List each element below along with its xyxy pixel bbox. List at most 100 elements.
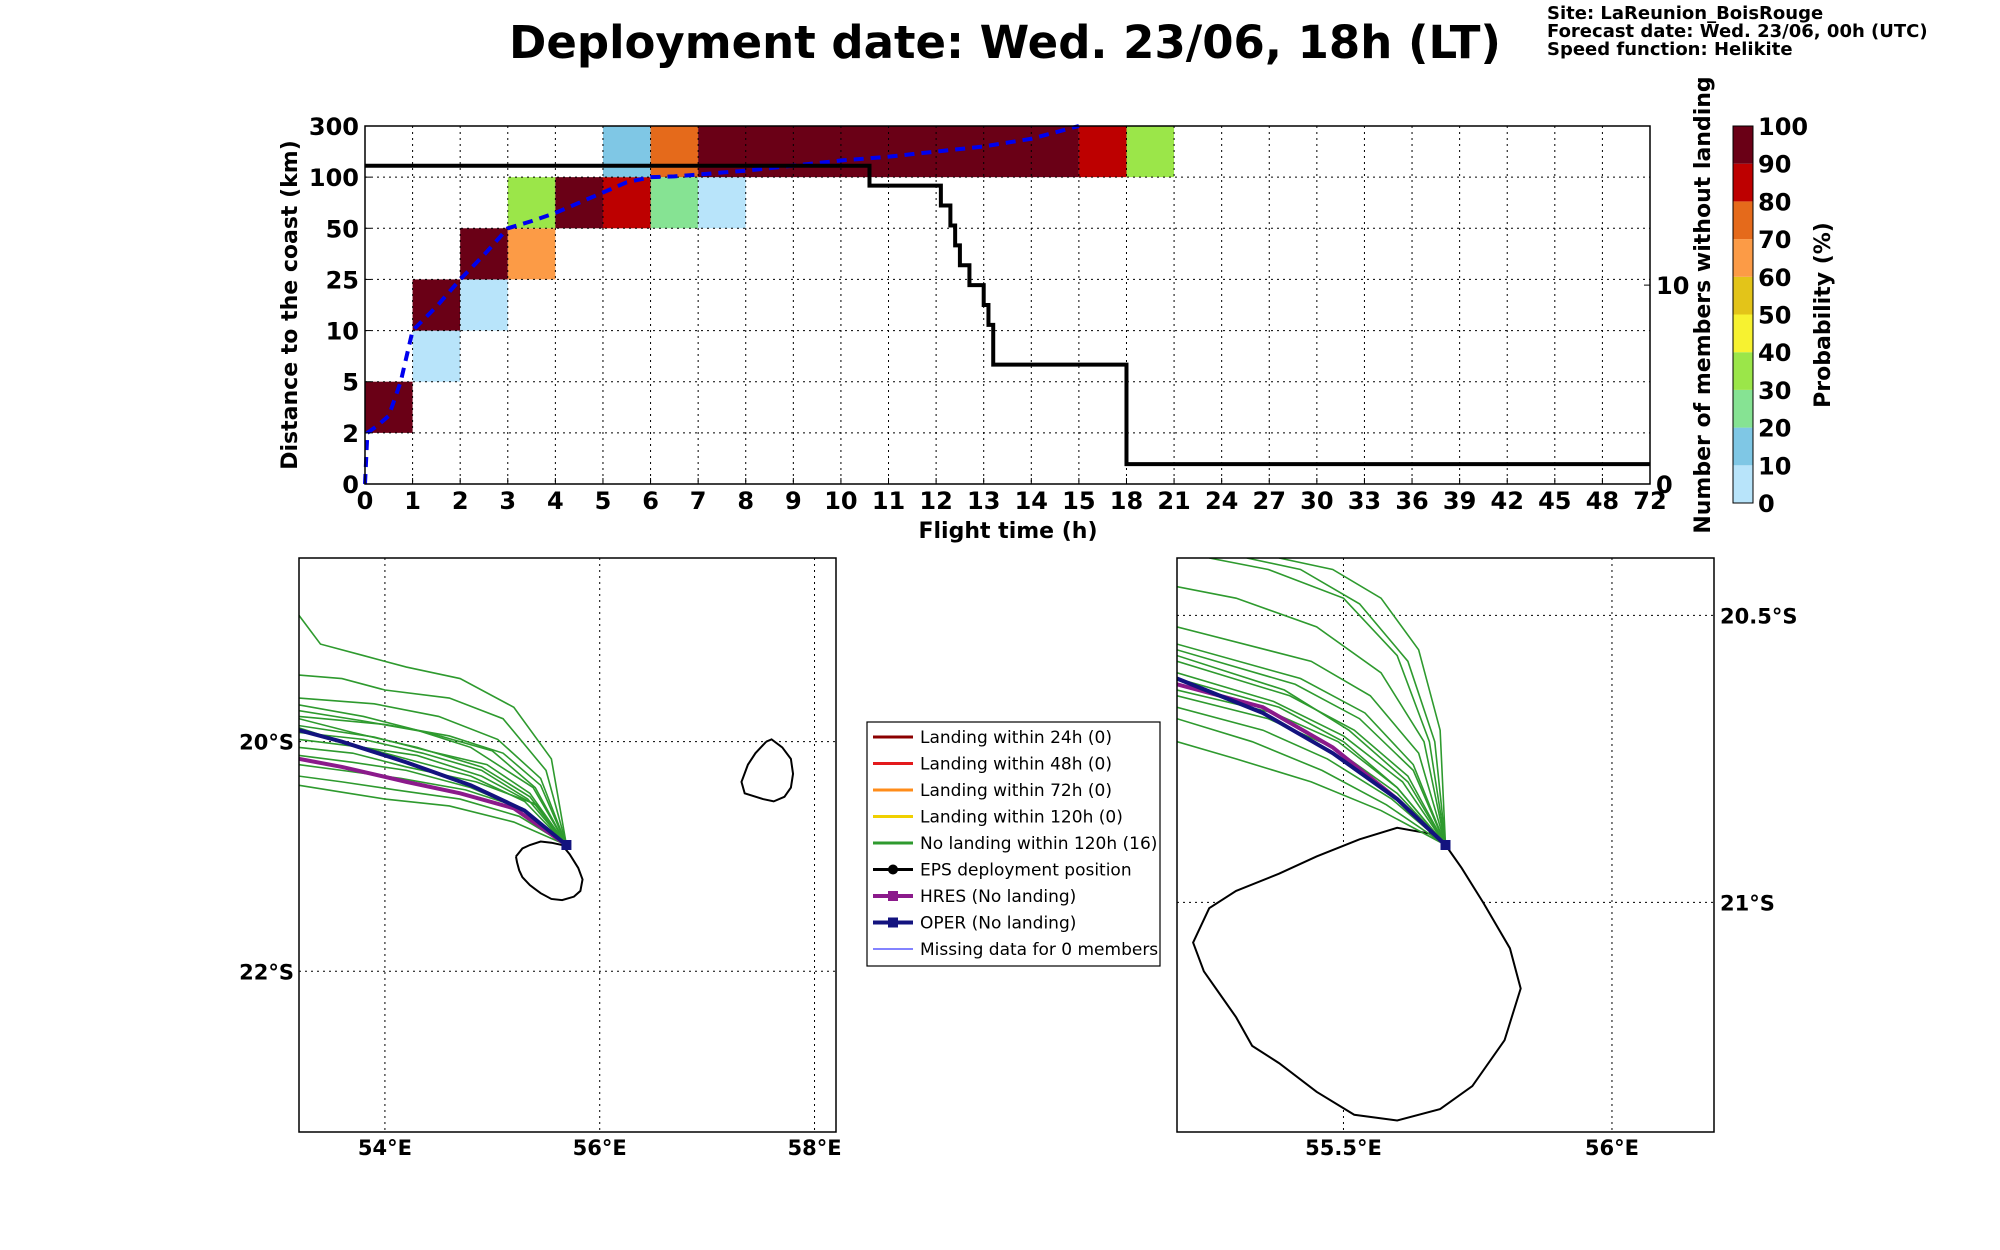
x-tick-label: 27 (1253, 487, 1286, 515)
colorbar: 0 10 20 30 40 50 60 70 80 90 100 (1732, 113, 1808, 518)
member-trajectory-2 (1177, 660, 1447, 846)
x-tick-label: 15 (1062, 487, 1095, 515)
x-tick-label: 14 (1015, 487, 1048, 515)
member-trajectory-4 (1177, 626, 1447, 846)
x-tick-label: 30 (1300, 487, 1333, 515)
member-trajectory-5 (299, 614, 568, 846)
x-axis-label: Flight time (h) (918, 519, 1097, 544)
legend-label: HRES (No landing) (920, 887, 1076, 907)
colorbar-label: Probability (%) (1811, 222, 1836, 408)
x-tick-label: 72 (1633, 487, 1666, 515)
member-trajectory-7 (1177, 740, 1446, 846)
map-lat-tick-label: 20°S (239, 731, 294, 755)
legend-label: Missing data for 0 members (920, 940, 1158, 960)
map-lon-tick-label: 55.5°E (1305, 1136, 1382, 1160)
legend-label: Landing within 72h (0) (920, 781, 1112, 801)
heatmap-cell-12 (650, 126, 699, 178)
legend-marker-6 (888, 891, 898, 901)
colorbar-tick-label: 60 (1758, 264, 1791, 292)
colorbar-segment-7 (1733, 201, 1753, 240)
member-trajectory-5 (1177, 706, 1447, 846)
member-trajectory-6 (1177, 717, 1446, 846)
heatmap-cell-10 (698, 177, 746, 229)
colorbar-tick-label: 20 (1758, 415, 1791, 443)
heatmap-right-ticks: 0 10 (1644, 272, 1689, 499)
x-tick-label: 10 (824, 487, 857, 515)
x-tick-label: 13 (967, 487, 1000, 515)
colorbar-segment-1 (1733, 427, 1753, 466)
legend-frame (866, 721, 1161, 967)
legend: Landing within 24h (0) Landing within 48h… (866, 721, 1161, 967)
reunion-coastline (1192, 826, 1522, 1122)
right-tick-label: 10 (1656, 272, 1689, 300)
reunion-coastline (514, 840, 584, 902)
member-trajectory-9 (299, 724, 568, 846)
colorbar-segment-6 (1733, 239, 1753, 277)
y-tick-label: 10 (326, 318, 359, 346)
colorbar-tick-label: 30 (1758, 377, 1791, 405)
x-tick-label: 39 (1443, 487, 1476, 515)
map-left: 54°E 56°E 58°E 20°S 22°S (239, 557, 842, 1160)
oper-trajectory (1177, 676, 1447, 847)
x-tick-label: 4 (547, 487, 564, 515)
map-lon-tick-label: 56°E (1585, 1136, 1639, 1160)
member-trajectory-3 (299, 697, 568, 846)
x-tick-label: 12 (919, 487, 952, 515)
x-tick-label: 7 (690, 487, 707, 515)
x-tick-label: 48 (1586, 487, 1619, 515)
x-tick-label: 3 (499, 487, 516, 515)
legend-label: EPS deployment position (920, 861, 1132, 881)
mauritius-coastline (740, 738, 795, 803)
member-trajectory-3 (1177, 643, 1447, 846)
legend-marker-7 (888, 917, 898, 928)
x-tick-label: 18 (1110, 487, 1143, 515)
x-tick-label: 8 (737, 487, 754, 515)
y-tick-label: 5 (342, 369, 359, 397)
deployment-marker (561, 840, 572, 850)
colorbar-segment-8 (1733, 163, 1753, 202)
colorbar-tick-label: 0 (1758, 490, 1775, 518)
hres-trajectory (1177, 682, 1447, 847)
map-frame (298, 557, 837, 1133)
colorbar-segment-5 (1733, 276, 1753, 315)
speed-info: Speed function: Helikite (1547, 39, 1793, 60)
colorbar-segment-2 (1733, 389, 1753, 428)
colorbar-tick-label: 10 (1758, 452, 1791, 480)
legend-label: OPER (No landing) (920, 914, 1076, 934)
member-trajectory-13 (299, 731, 568, 846)
x-tick-label: 42 (1491, 487, 1524, 515)
colorbar-frame (1732, 125, 1754, 504)
heatmap-cell-0 (365, 381, 413, 433)
y-tick-label: 50 (326, 215, 359, 243)
member-trajectory-2 (299, 709, 568, 846)
member-trajectory-8 (1177, 585, 1447, 846)
member-trajectory-12 (1177, 672, 1447, 846)
right-tick-label: 0 (1656, 471, 1673, 499)
legend-label: No landing within 120h (16) (920, 834, 1157, 854)
member-trajectory-8 (299, 784, 567, 846)
map-lon-tick-label: 54°E (358, 1136, 412, 1160)
member-trajectory-15 (1177, 649, 1447, 846)
x-tick-label: 6 (642, 487, 659, 515)
colorbar-segment-4 (1733, 314, 1753, 353)
forecast-info: Forecast date: Wed. 23/06, 00h (UTC) (1547, 21, 1928, 42)
colorbar-segment-9 (1733, 126, 1753, 164)
y-tick-label: 300 (309, 113, 359, 141)
heatmap-cell-1 (412, 330, 461, 382)
map-lon-tick-label: 58°E (787, 1136, 841, 1160)
colorbar-segment-3 (1733, 352, 1753, 390)
member-trajectory-12 (299, 704, 568, 846)
heatmap-cell-8 (602, 177, 651, 229)
map-lat-tick-label: 21°S (1720, 891, 1775, 915)
x-tick-label: 2 (452, 487, 469, 515)
heatmap-cell-9 (650, 177, 699, 229)
right-axis-label: Number of members without landing (1691, 76, 1716, 533)
map-frame (1176, 557, 1715, 1133)
map-lon-tick-label: 56°E (573, 1136, 627, 1160)
heatmap-cell-11 (602, 126, 651, 178)
x-tick-label: 0 (357, 487, 374, 515)
heatmap-lines (363, 124, 1650, 485)
figure-title: Deployment date: Wed. 23/06, 18h (LT) (509, 16, 1501, 69)
heatmap-cell-14 (1078, 126, 1127, 178)
